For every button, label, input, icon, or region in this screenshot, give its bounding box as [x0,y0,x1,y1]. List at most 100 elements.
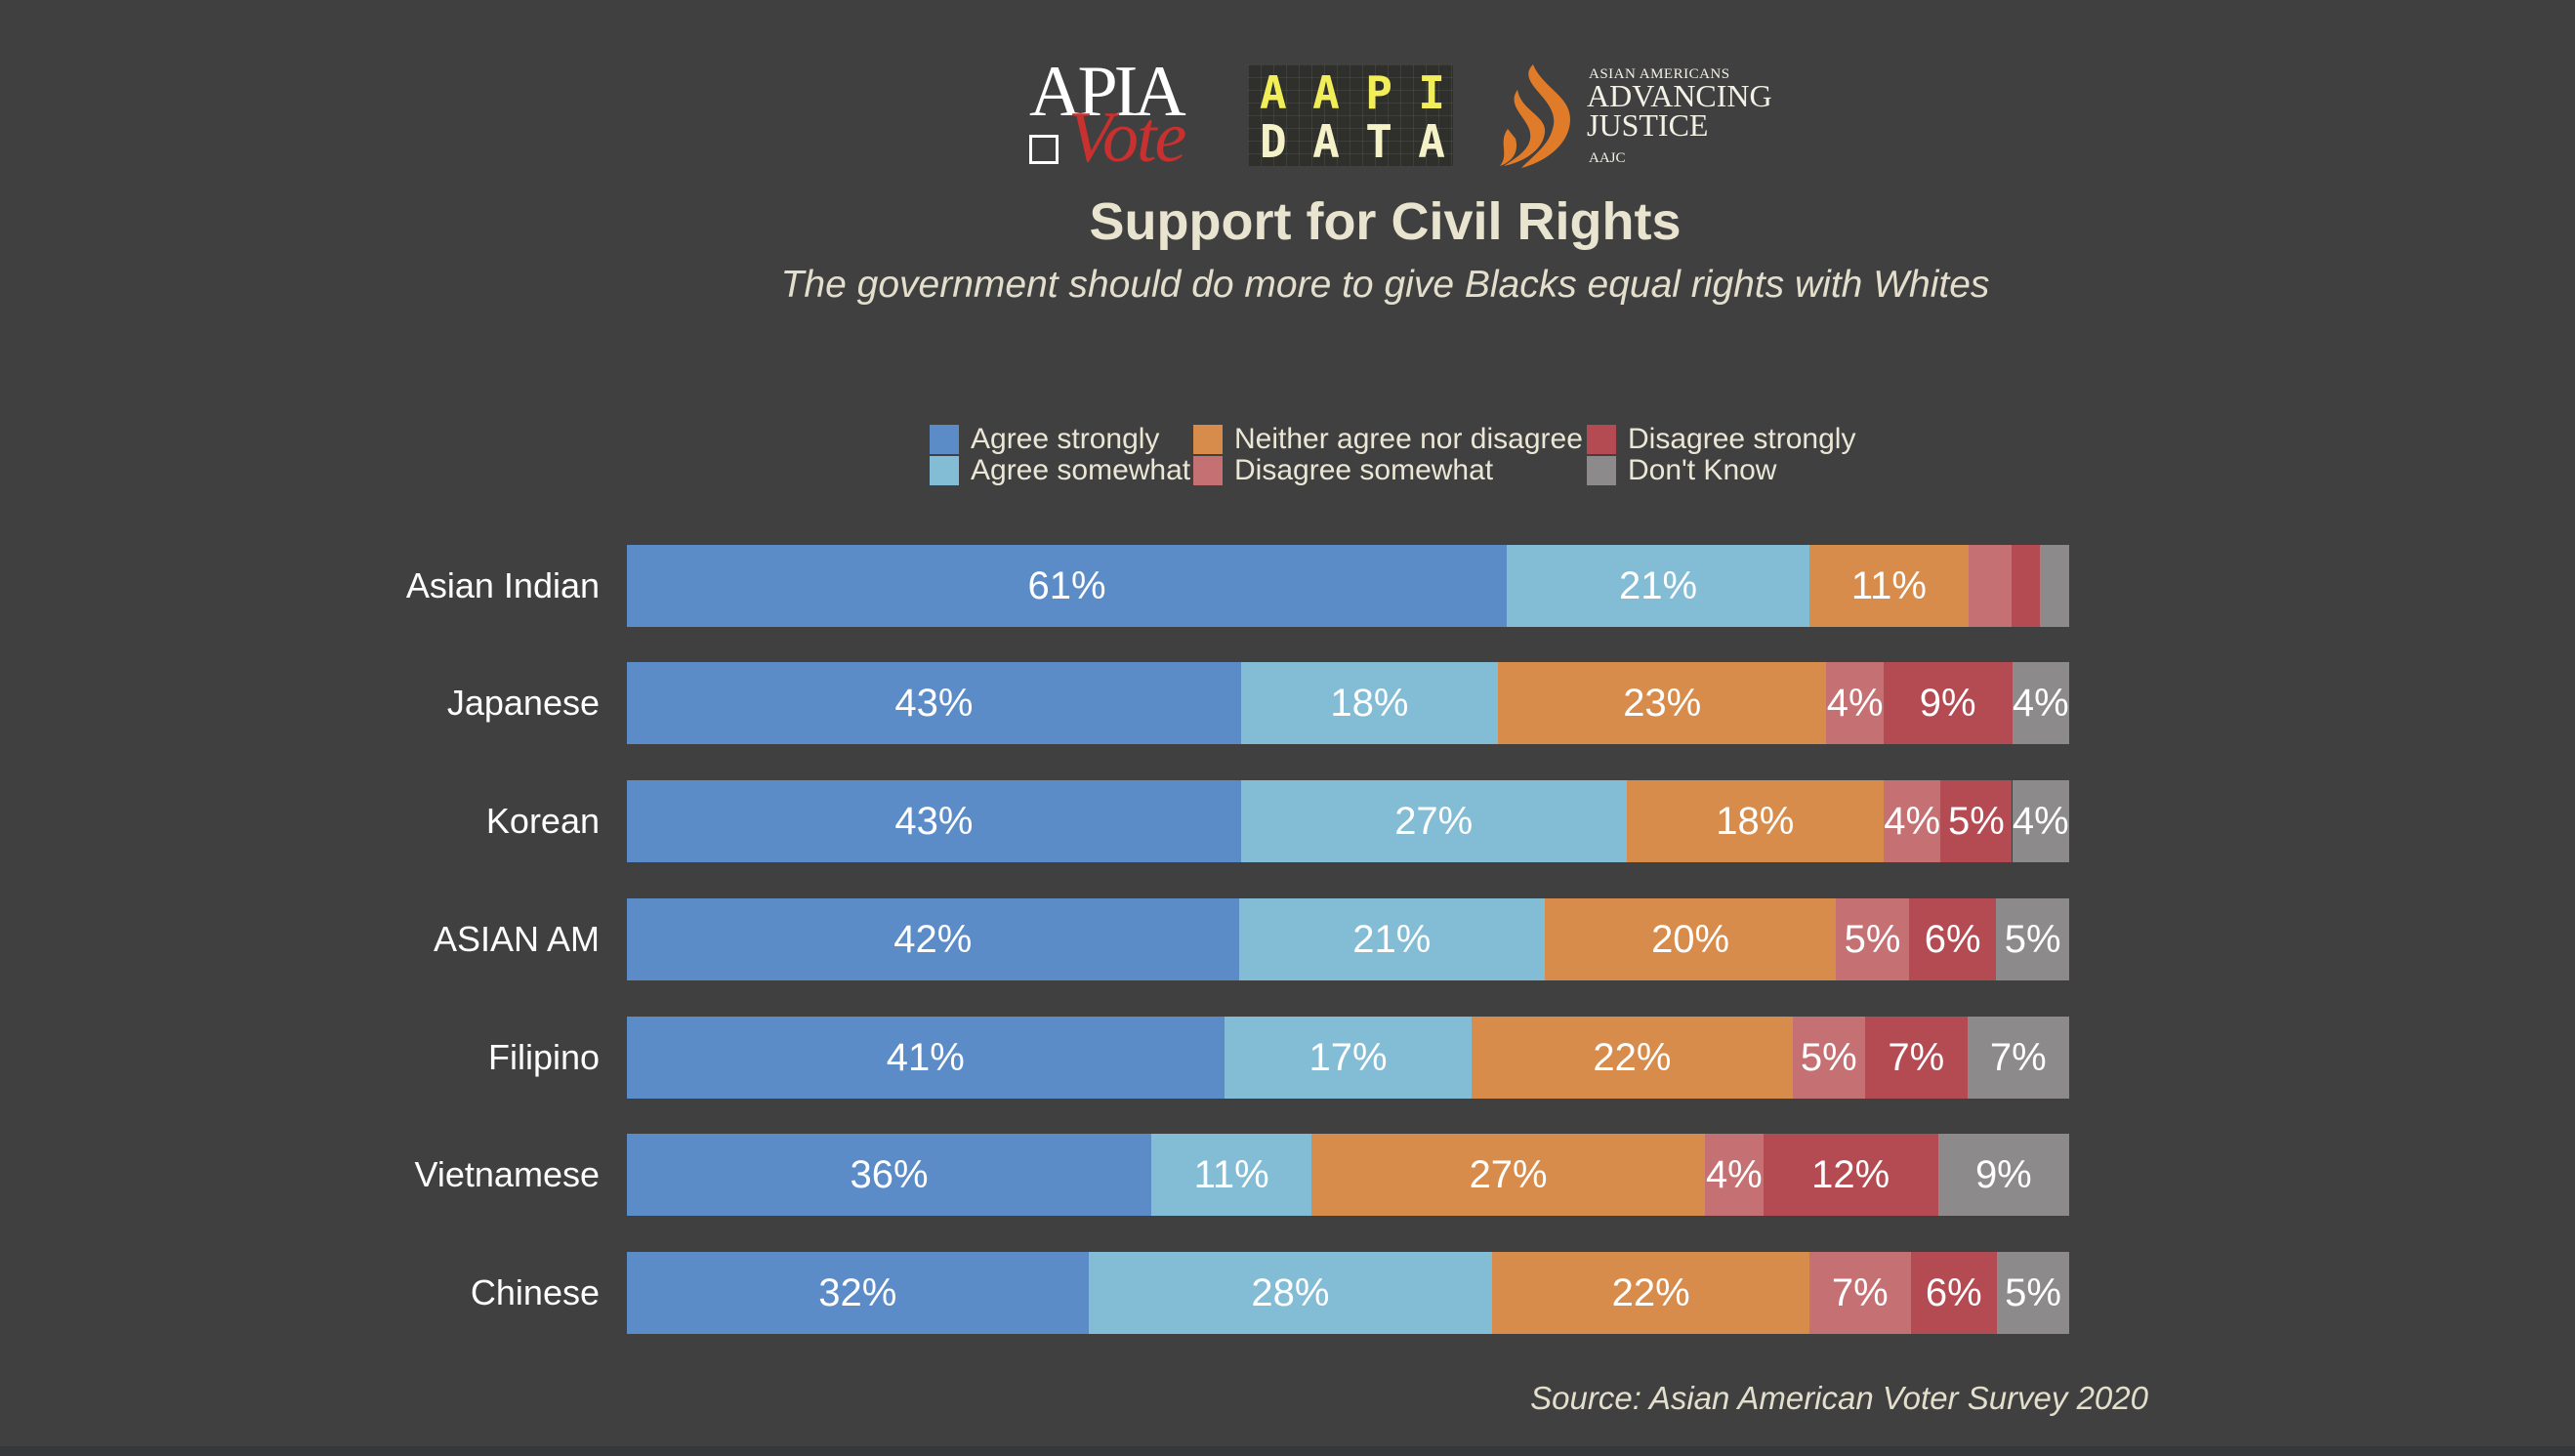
data-label: 41% [886,1035,965,1079]
legend-swatch [930,425,959,454]
bar-segment: 12% [1763,1134,1938,1216]
legend-swatch [1193,425,1223,454]
data-label: 22% [1611,1270,1690,1314]
bar-segment: 9% [1883,662,2013,744]
bar-segment: 5% [1996,898,2069,980]
data-label: 22% [1593,1035,1672,1079]
data-label: 4% [2012,799,2069,843]
bar-segment: 20% [1544,898,1837,980]
legend-item: Agree strongly [930,423,1159,455]
aapi-data-logo: A A P I D A T A [1248,64,1453,166]
apia-vote-logo: APIA Vote [1027,53,1223,174]
bar-segment: 4% [2012,780,2069,862]
legend-label: Neither agree nor disagree [1234,423,1583,455]
bar-segment: 7% [1809,1252,1911,1334]
data-label: 18% [1716,799,1795,843]
chart-subtitle: The government should do more to give Bl… [780,264,1990,306]
data-label: 4% [2012,681,2069,725]
category-label: Asian Indian [405,565,600,605]
category-label: Filipino [487,1037,600,1077]
logo-letter: T [1365,115,1392,168]
data-label: 7% [1831,1270,1889,1314]
data-label: 18% [1330,681,1409,725]
legend-swatch [930,456,959,485]
logo-letter: A [1312,115,1340,168]
data-label: 43% [894,681,974,725]
legend-label: Agree somewhat [971,454,1191,486]
legend-item: Disagree strongly [1587,423,1856,455]
data-label: 4% [1705,1152,1763,1196]
chart-title: Support for Civil Rights [1089,192,1682,251]
bar-segment: 18% [1626,780,1884,862]
bar-segment: 23% [1498,662,1827,744]
data-label: 5% [1800,1035,1857,1079]
bar-segment: 9% [1937,1134,2069,1216]
bar-segment [2011,545,2041,627]
legend-label: Disagree somewhat [1234,454,1494,486]
bar-segment: 22% [1492,1252,1810,1334]
data-label: 27% [1469,1152,1548,1196]
bar-segment: 6% [1908,898,1997,980]
data-label: 20% [1651,917,1730,961]
category-label: ASIAN AM [433,919,600,959]
bar-segment: 5% [1997,1252,2069,1334]
data-label: 42% [893,917,973,961]
bar-segment: 43% [627,780,1241,862]
data-label: 7% [1989,1035,2047,1079]
legend-label: Don't Know [1628,454,1777,486]
bar-segment: 4% [1883,780,1941,862]
data-label: 27% [1394,799,1474,843]
bar-segment: 6% [1910,1252,1998,1334]
source-note: Source: Asian American Voter Survey 2020 [1530,1380,2148,1416]
logo-letter: A [1418,115,1445,168]
bar-segment: 4% [1705,1134,1764,1216]
data-label: 11% [1850,563,1927,607]
data-label: 4% [1826,681,1884,725]
bar-segment: 5% [1792,1017,1866,1099]
legend-swatch [1193,456,1223,485]
data-label: 5% [1844,917,1901,961]
apia-logo-text: APIA [1029,52,1186,132]
legend-item: Disagree somewhat [1193,454,1494,486]
bottom-strip [0,1446,2575,1456]
logo-letter: A [1312,66,1340,119]
bar-segment: 36% [627,1134,1152,1216]
category-label: Korean [485,801,600,841]
data-label: 9% [1919,681,1976,725]
bar-segment: 32% [627,1252,1089,1334]
bar-segment [1968,545,2012,627]
aajc-line3: JUSTICE [1587,107,1709,143]
data-label: 21% [1619,563,1698,607]
bar-segment: 41% [627,1017,1225,1099]
data-label: 5% [2004,917,2061,961]
legend-swatch [1587,425,1616,454]
logo-letter: I [1418,66,1445,119]
bar-segment: 61% [627,545,1507,627]
bar-segment: 17% [1224,1017,1473,1099]
bar-segment: 11% [1151,1134,1312,1216]
bar-segment: 43% [627,662,1241,744]
bar-segment: 5% [1836,898,1909,980]
data-label: 11% [1193,1152,1269,1196]
data-label: 21% [1352,917,1432,961]
category-label: Chinese [470,1272,600,1312]
data-label: 61% [1027,563,1106,607]
legend-label: Disagree strongly [1628,423,1856,455]
aapi-logo-row: A A P I [1260,70,1445,115]
legend-item: Don't Know [1587,454,1777,486]
aajc-line2: ADVANCING [1587,78,1772,113]
data-label: 5% [1948,799,2005,843]
data-label: 43% [894,799,974,843]
data-label: 6% [1924,917,1981,961]
legend-item: Neither agree nor disagree [1193,423,1583,455]
logo-letter: A [1260,66,1287,119]
category-label: Vietnamese [414,1154,600,1194]
bar-segment: 42% [627,898,1239,980]
category-label: Japanese [446,683,600,723]
data-label: 5% [2005,1270,2061,1314]
data-label: 28% [1251,1270,1330,1314]
data-label: 6% [1925,1270,1982,1314]
data-label: 23% [1623,681,1702,725]
data-label: 4% [1884,799,1941,843]
data-label: 7% [1888,1035,1945,1079]
